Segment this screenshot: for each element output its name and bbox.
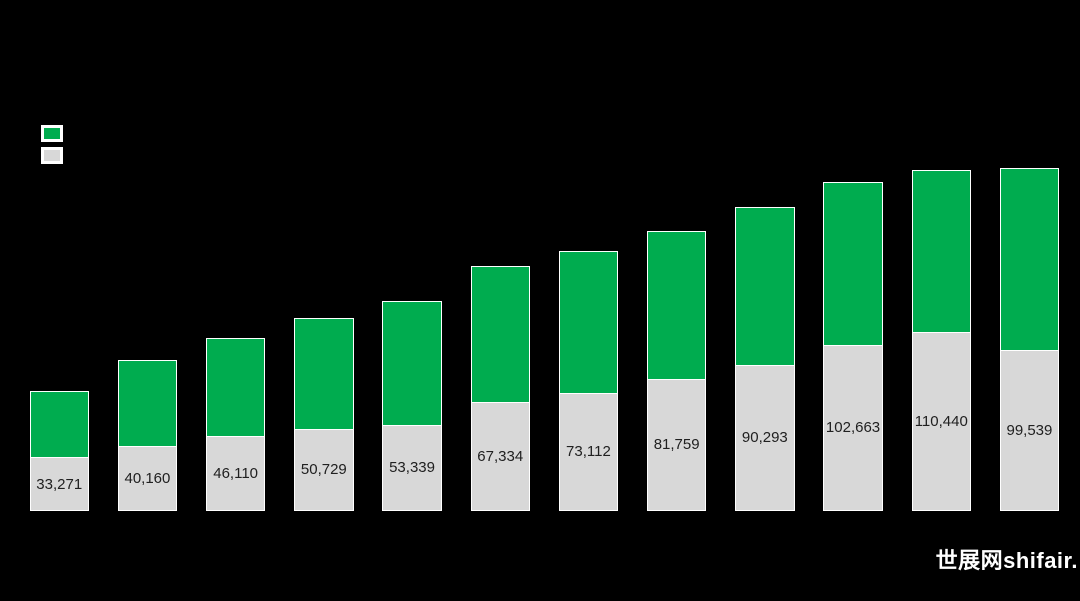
bar-value-label: 73,112 (566, 443, 611, 461)
bar-segment-green (382, 301, 442, 425)
bar-value-label: 90,293 (741, 429, 788, 447)
bar-segment-green (29, 391, 89, 458)
bar-segment-green (646, 231, 707, 379)
bar-segment-gray: 102,663 (823, 344, 883, 511)
bar-segment-gray: 110,440 (911, 332, 971, 511)
stacked-bar: 110,440 (911, 169, 971, 511)
bar-value-label: 50,729 (300, 461, 347, 479)
stacked-bar: 33,271 (29, 391, 89, 511)
bar-value-label: 67,334 (477, 447, 524, 465)
bar-segment-green (735, 207, 795, 365)
stacked-bar: 99,539 (999, 168, 1060, 511)
bar-segment-green (205, 337, 266, 437)
bar-segment-gray: 73,112 (558, 392, 619, 511)
bar-segment-gray: 40,160 (117, 445, 178, 511)
bar-segment-gray: 53,339 (382, 424, 442, 511)
bar-value-label: 33,271 (36, 475, 83, 493)
stacked-bar: 50,729 (294, 317, 354, 511)
legend-swatch-gray (41, 147, 63, 164)
bar-segment-gray: 50,729 (294, 428, 354, 511)
bar-segment-green (294, 317, 354, 429)
stacked-bar: 67,334 (470, 266, 530, 511)
bar-value-label: 53,339 (389, 459, 435, 477)
watermark: 世展网shifair. (935, 548, 1078, 573)
legend-item-gray (41, 147, 70, 164)
bar-value-label: 81,759 (653, 436, 700, 454)
legend-item-green (41, 125, 70, 142)
bar-value-label: 102,663 (825, 419, 881, 437)
bar-segment-gray: 99,539 (999, 349, 1060, 511)
stacked-bar: 90,293 (735, 207, 795, 511)
bar-segment-green (558, 251, 619, 393)
bar-segment-gray: 33,271 (29, 457, 89, 511)
legend-swatch-green (41, 125, 63, 142)
bar-segment-green (823, 181, 883, 345)
bar-value-label: 40,160 (124, 469, 171, 487)
stacked-bar: 73,112 (558, 251, 619, 511)
bar-value-label: 110,440 (914, 413, 968, 430)
bar-value-label: 46,110 (213, 465, 259, 483)
stacked-bar: 40,160 (117, 360, 178, 511)
stacked-bar: 81,759 (646, 231, 707, 511)
bar-segment-green (999, 168, 1060, 350)
bar-segment-gray: 81,759 (646, 378, 707, 511)
stacked-bar: 53,339 (382, 301, 442, 511)
bar-segment-gray: 90,293 (735, 364, 795, 511)
bar-segment-gray: 46,110 (205, 436, 266, 511)
bar-segment-green (911, 169, 971, 333)
stacked-bar: 46,110 (205, 337, 266, 511)
chart-legend (41, 125, 70, 164)
bar-segment-green (117, 360, 178, 446)
bar-segment-green (470, 266, 530, 402)
stacked-bar: 102,663 (823, 181, 883, 511)
bar-segment-gray: 67,334 (470, 401, 530, 511)
bar-value-label: 99,539 (1006, 421, 1053, 439)
